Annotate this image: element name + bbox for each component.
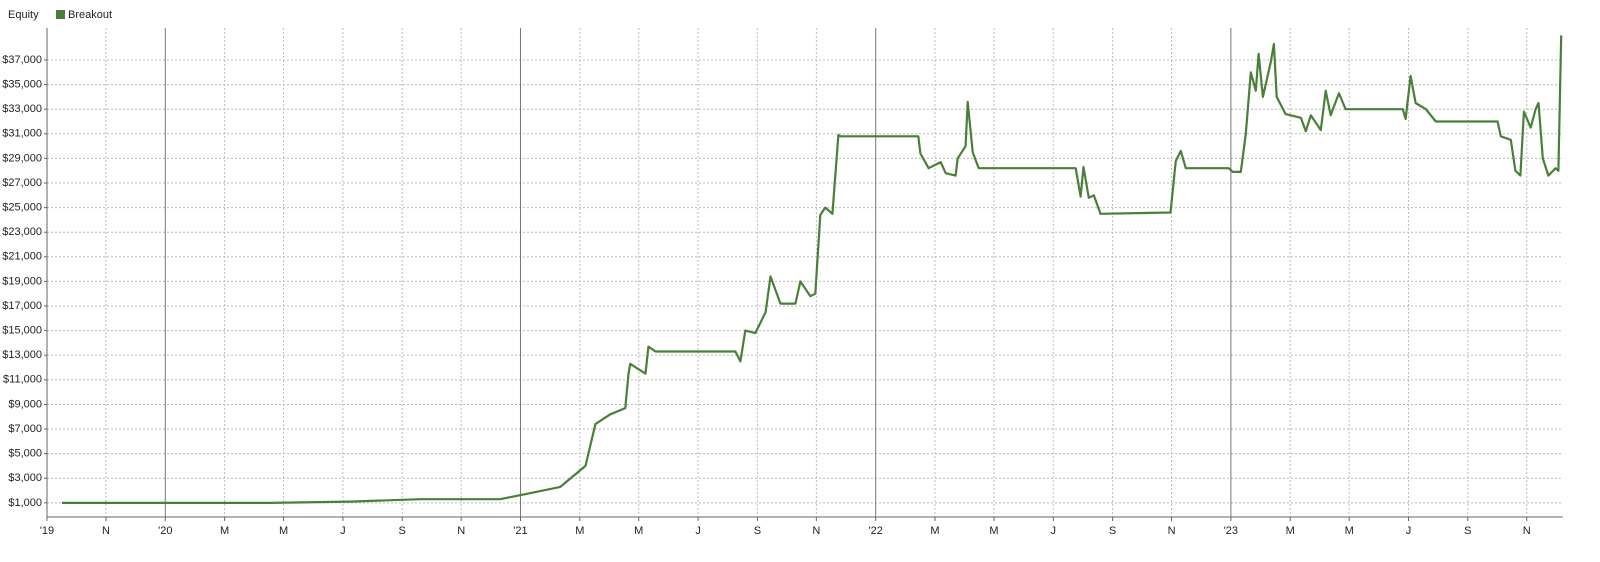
x-tick-label: '23 (1224, 525, 1238, 537)
x-tick-label: N (457, 525, 465, 537)
y-tick-label: $7,000 (8, 423, 42, 435)
y-tick-label: $33,000 (2, 103, 42, 115)
x-tick-label: N (812, 525, 820, 537)
chart-title: Equity (8, 9, 39, 21)
x-tick-label: M (1345, 525, 1354, 537)
x-tick-label: M (989, 525, 998, 537)
x-tick-label: J (1051, 525, 1057, 537)
x-tick-label: '20 (158, 525, 172, 537)
x-tick-label: M (279, 525, 288, 537)
x-tick-label: M (634, 525, 643, 537)
legend-label: Breakout (68, 9, 112, 21)
y-tick-label: $3,000 (8, 472, 42, 484)
legend-swatch (56, 10, 65, 19)
x-tick-label: M (575, 525, 584, 537)
x-tick-label: J (1406, 525, 1412, 537)
x-tick-label: N (1168, 525, 1176, 537)
y-tick-label: $21,000 (2, 251, 42, 263)
y-tick-label: $25,000 (2, 202, 42, 214)
x-tick-label: S (1464, 525, 1471, 537)
x-tick-label: N (102, 525, 110, 537)
x-tick-label: '22 (869, 525, 883, 537)
x-tick-label: M (1286, 525, 1295, 537)
y-tick-label: $35,000 (2, 78, 42, 90)
y-tick-label: $17,000 (2, 300, 42, 312)
y-tick-label: $27,000 (2, 177, 42, 189)
x-tick-label: '21 (513, 525, 527, 537)
x-tick-label: '19 (40, 525, 54, 537)
x-tick-label: M (220, 525, 229, 537)
equity-line (61, 35, 1563, 504)
x-tick-label: S (399, 525, 406, 537)
x-tick-label: S (1109, 525, 1116, 537)
y-tick-label: $1,000 (8, 497, 42, 509)
y-tick-label: $15,000 (2, 325, 42, 337)
y-tick-label: $19,000 (2, 275, 42, 287)
y-tick-label: $37,000 (2, 54, 42, 66)
x-tick-label: J (695, 525, 701, 537)
y-tick-label: $23,000 (2, 226, 42, 238)
y-tick-label: $9,000 (8, 398, 42, 410)
y-tick-label: $29,000 (2, 152, 42, 164)
x-tick-label: N (1523, 525, 1531, 537)
x-tick-label: J (340, 525, 346, 537)
x-tick-label: M (930, 525, 939, 537)
y-tick-label: $13,000 (2, 349, 42, 361)
y-tick-label: $11,000 (3, 374, 42, 386)
y-tick-label: $31,000 (2, 128, 42, 140)
y-tick-label: $5,000 (8, 448, 42, 460)
x-tick-label: S (754, 525, 761, 537)
